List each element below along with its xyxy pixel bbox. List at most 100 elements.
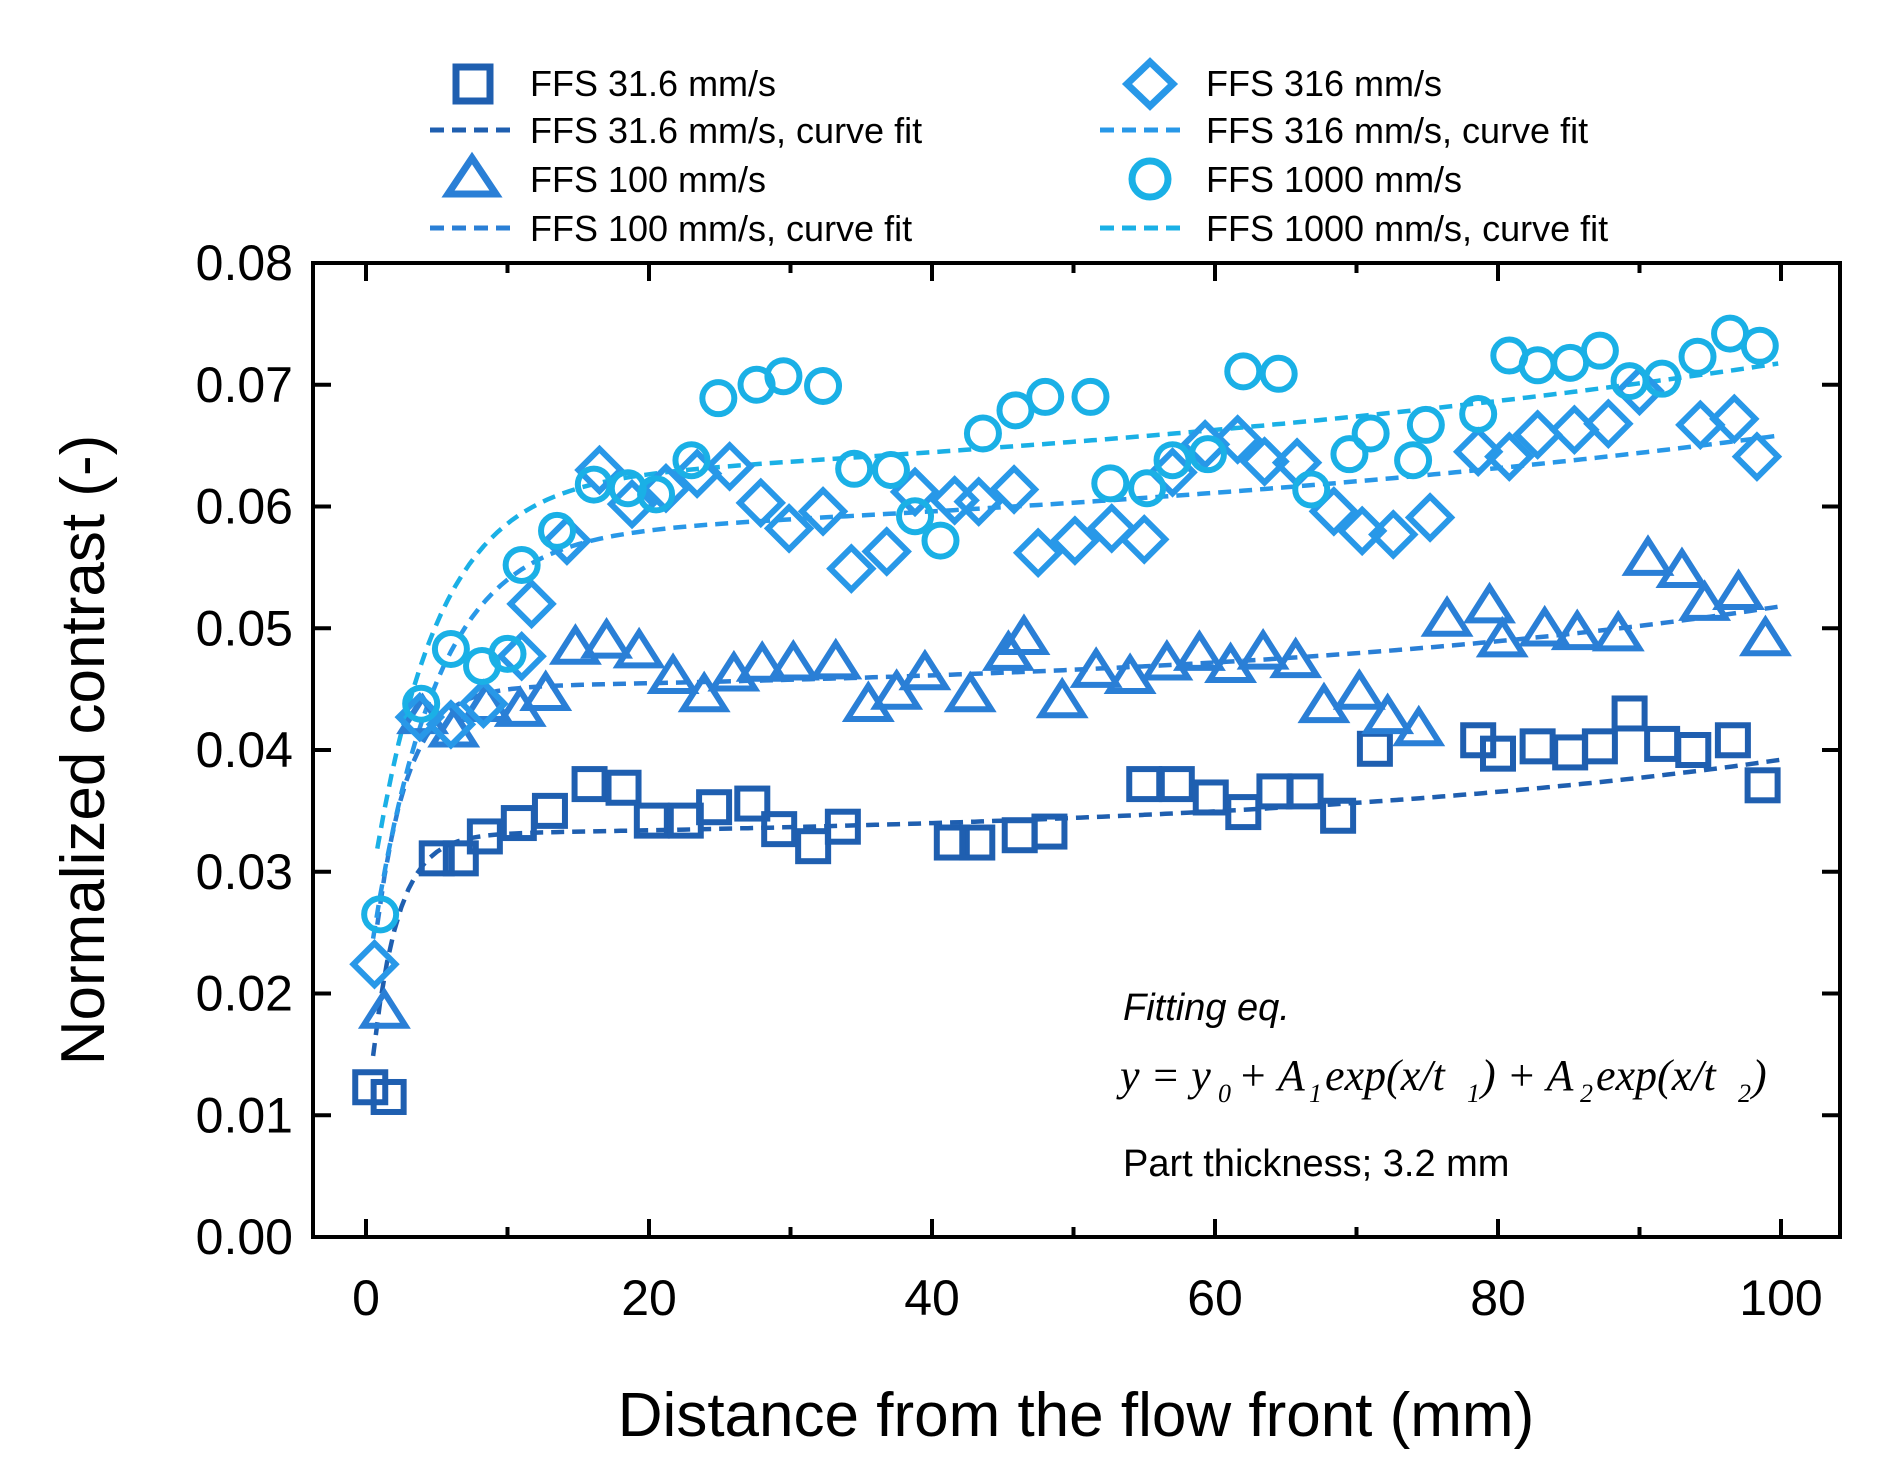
fit-curve-3 (370, 433, 1782, 939)
y-tick-label: 0.01 (196, 1087, 293, 1143)
square-point (824, 808, 861, 845)
legend-label-ffs-316-fit: FFS 316 mm/s, curve fit (1206, 110, 1588, 151)
legend-label-ffs-100-fit: FFS 100 mm/s, curve fit (530, 208, 912, 249)
legend-diamond-marker (1121, 57, 1179, 111)
equation-part: ) (1749, 1051, 1767, 1100)
triangle-point (1035, 676, 1089, 719)
square-point (1031, 813, 1068, 850)
legend-entry-ffs-31-6: FFS 31.6 mm/s (452, 63, 776, 105)
diamond-point (1484, 431, 1535, 482)
square-point (370, 1078, 407, 1115)
x-tick-label: 0 (352, 1270, 380, 1326)
diamond-point (1336, 505, 1388, 557)
fitting-eq-title: Fitting eq. (1123, 987, 1290, 1029)
triangle-point (1475, 615, 1529, 658)
diamond-point (1239, 436, 1290, 487)
diamond-point (425, 699, 477, 750)
triangle-point (1655, 546, 1709, 589)
square-point (933, 824, 970, 861)
circle-point (502, 545, 541, 584)
diamond-point (1614, 365, 1665, 417)
y-tick-label: 0.03 (196, 844, 293, 900)
legend-entry-ffs-31-6-fit: FFS 31.6 mm/s, curve fit (430, 110, 922, 151)
circle-point (361, 895, 400, 934)
legend: FFS 31.6 mm/s FFS 31.6 mm/s, curve fit F… (430, 57, 1608, 249)
y-tick-label: 0.02 (196, 966, 293, 1022)
diamond-point (1086, 503, 1137, 554)
triangle-point (1518, 604, 1572, 647)
circle-point (963, 414, 1002, 453)
circle-point (637, 475, 676, 514)
triangle-point (1463, 581, 1516, 624)
diamond-point (541, 515, 593, 566)
triangle-point (580, 617, 634, 659)
legend-label-ffs-100: FFS 100 mm/s (530, 159, 766, 200)
triangle-point (1332, 668, 1386, 710)
circle-point (1406, 405, 1445, 444)
square-point (1225, 794, 1262, 831)
diamond-point (1049, 515, 1101, 566)
diamond-point (1709, 393, 1760, 445)
square-point (418, 840, 455, 877)
triangle-point (1420, 595, 1474, 637)
legend-label-ffs-1000-fit: FFS 1000 mm/s, curve fit (1206, 208, 1608, 249)
square-point (1256, 773, 1293, 810)
circle-point (1292, 470, 1331, 509)
triangle-point (646, 652, 700, 694)
y-tick-label: 0.06 (196, 479, 293, 535)
y-tick-label: 0.04 (196, 722, 293, 778)
square-point (1192, 779, 1229, 816)
triangle-point (1069, 646, 1123, 688)
diamond-point (953, 476, 1004, 527)
circle-point (1071, 377, 1110, 416)
equation-part: ) + A (1478, 1051, 1575, 1100)
triangle-point (1621, 534, 1675, 576)
circle-point (699, 379, 738, 418)
x-tick-label: 60 (1187, 1270, 1243, 1326)
y-tick-label: 0.05 (196, 600, 293, 656)
circle-point (538, 511, 577, 550)
square-point (571, 766, 608, 803)
triangle-point (1172, 629, 1226, 671)
circle-point (1740, 326, 1779, 365)
equation-subscript: 2 (1738, 1079, 1751, 1108)
diamond-point (1212, 414, 1263, 465)
triangle-point (809, 637, 863, 680)
triangle-point (1140, 638, 1194, 681)
circle-point (1091, 464, 1130, 503)
legend-circle-marker (1128, 157, 1172, 201)
diamond-point (1368, 509, 1419, 560)
diamond-point (1012, 527, 1064, 579)
triangle-point (943, 670, 997, 713)
square-point (352, 1069, 389, 1106)
diamond-point (1675, 399, 1726, 451)
triangle-point (1738, 614, 1792, 657)
circle-point (488, 634, 527, 673)
diamond-point (826, 543, 877, 594)
part-thickness-note: Part thickness; 3.2 mm (1123, 1143, 1509, 1185)
triangle-point (357, 987, 411, 1029)
circle-point (896, 497, 935, 536)
square-point (1356, 730, 1393, 767)
diamond-point (1583, 398, 1634, 449)
diamond-point (704, 441, 755, 492)
diamond-point (861, 526, 912, 577)
triangle-point (1236, 628, 1290, 670)
fit-curve-2 (375, 604, 1779, 926)
triangle-point (1550, 608, 1604, 651)
square-point (1001, 817, 1038, 854)
square-point (1480, 735, 1516, 772)
square-point (633, 802, 670, 839)
circle-point (1259, 354, 1298, 393)
circle-point (1580, 331, 1619, 370)
diamond-point (988, 464, 1040, 515)
circle-point (402, 684, 441, 723)
triangle-point (548, 623, 602, 665)
triangle-point (1712, 568, 1766, 610)
legend-entry-ffs-100-fit: FFS 100 mm/s, curve fit (430, 208, 912, 249)
axis-ticks: 0 20 40 60 80 1000.000.010.020.030.040.050.06… (196, 235, 1840, 1326)
circle-point (1678, 337, 1717, 376)
legend-label-ffs-1000: FFS 1000 mm/s (1206, 159, 1462, 200)
square-point (1644, 725, 1681, 762)
square-point (1320, 797, 1357, 834)
